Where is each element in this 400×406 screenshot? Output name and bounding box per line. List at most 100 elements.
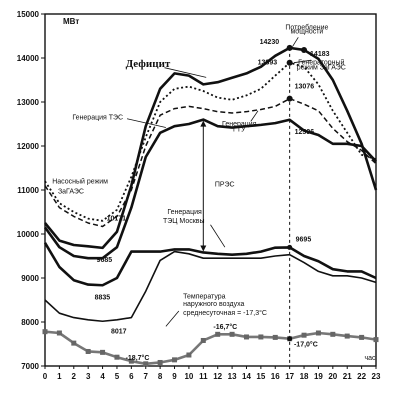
callout-line bbox=[293, 59, 312, 64]
x-tick-label: 6 bbox=[129, 372, 134, 381]
y-tick-label: 15000 bbox=[17, 10, 40, 19]
temperature-point bbox=[315, 330, 321, 336]
data-label: 9695 bbox=[296, 236, 312, 243]
series-line-consumption bbox=[43, 46, 378, 250]
temperature-point bbox=[71, 340, 77, 346]
temperature-point bbox=[114, 354, 120, 360]
data-label: 8017 bbox=[111, 328, 127, 335]
x-tick-label: 1 bbox=[57, 372, 62, 381]
y-tick-label: 13000 bbox=[17, 98, 40, 107]
temperature-point bbox=[100, 349, 106, 355]
x-tick-label: 16 bbox=[271, 372, 280, 381]
temperature-point bbox=[330, 331, 336, 337]
data-label: 13893 bbox=[258, 60, 278, 67]
data-label: 13076 bbox=[295, 84, 315, 91]
x-tick-label: 9 bbox=[172, 372, 177, 381]
temperature-point bbox=[373, 337, 379, 343]
pres-arrow-head-bottom bbox=[200, 245, 207, 252]
annotation-temp-17: -17,0°С bbox=[294, 341, 318, 349]
annotation-consumption: Потребление bbox=[285, 23, 328, 31]
temperature-point bbox=[56, 330, 62, 336]
x-tick-label: 14 bbox=[242, 372, 251, 381]
data-label: 9685 bbox=[97, 257, 113, 264]
annotation-zagaes-mode: Генераторный bbox=[298, 59, 344, 67]
x-tick-label: 18 bbox=[300, 372, 309, 381]
annotation-gtu: ГТУ bbox=[233, 126, 246, 133]
data-label: 8835 bbox=[95, 294, 111, 301]
x-tick-label: 5 bbox=[115, 372, 120, 381]
annotation-chp: ТЭЦ Москвы bbox=[163, 218, 205, 225]
pres-arrow-head-top bbox=[200, 120, 207, 127]
y-tick-label: 12000 bbox=[17, 142, 40, 151]
y-tick-label: 14000 bbox=[17, 54, 40, 63]
x-tick-label: 22 bbox=[357, 372, 366, 381]
x-tick-label: 21 bbox=[343, 372, 352, 381]
annotation-temp-min: -18,7°С bbox=[126, 354, 150, 362]
x-tick-label: 7 bbox=[144, 372, 149, 381]
data-label: 12596 bbox=[295, 129, 315, 136]
x-tick-label: 17 bbox=[285, 372, 294, 381]
point-marker bbox=[286, 95, 293, 102]
annotation-temp-max: -16,7°С bbox=[213, 323, 237, 331]
y-tick-label: 9000 bbox=[21, 274, 39, 283]
x-tick-label: 3 bbox=[86, 372, 91, 381]
callout-line bbox=[126, 118, 166, 128]
y-tick-label: 10000 bbox=[17, 230, 40, 239]
series-line-air_temperature bbox=[44, 330, 377, 366]
annotation-temperature: среднесуточная = -17,3°С bbox=[183, 309, 267, 317]
x-tick-label: 13 bbox=[228, 372, 237, 381]
x-tick-label: 10 bbox=[184, 372, 193, 381]
callout-line bbox=[250, 110, 259, 122]
temperature-point bbox=[359, 334, 365, 340]
x-tick-label: 23 bbox=[372, 372, 381, 381]
annotation-temperature: Температура bbox=[183, 294, 226, 301]
annotations: 14230 14183 13893 13076 12596 10171 9685 9695 88… bbox=[52, 23, 346, 361]
series-lines bbox=[42, 44, 379, 367]
temperature-point bbox=[85, 348, 91, 354]
data-label: 14230 bbox=[260, 39, 280, 46]
temperature-point bbox=[344, 333, 350, 339]
annotation-gtu: Генерация bbox=[222, 121, 257, 128]
x-tick-label: 2 bbox=[72, 372, 77, 381]
temperature-point bbox=[128, 358, 134, 364]
y-tick-label: 7000 bbox=[21, 362, 39, 371]
y-unit-label: МВт bbox=[63, 17, 79, 26]
x-tick-label: 0 bbox=[43, 372, 48, 381]
temperature-point bbox=[301, 332, 307, 338]
point-marker bbox=[286, 59, 293, 66]
data-label: 14183 bbox=[310, 51, 330, 58]
temperature-point bbox=[200, 337, 206, 343]
callout-line bbox=[164, 67, 207, 78]
temperature-point bbox=[243, 334, 249, 340]
point-marker bbox=[301, 46, 308, 53]
temperature-point bbox=[172, 357, 178, 363]
temperature-point bbox=[42, 329, 48, 335]
annotation-deficit: Дефицит bbox=[126, 58, 171, 70]
data-label: 10171 bbox=[107, 215, 127, 222]
annotation-pumping: Насосный режим bbox=[52, 177, 108, 185]
callout-line bbox=[292, 37, 299, 47]
axes: 7000800090001000011000120001300014000150… bbox=[17, 10, 381, 381]
temperature-point bbox=[272, 334, 278, 340]
x-tick-label: 20 bbox=[328, 372, 337, 381]
x-tick-label: 12 bbox=[213, 372, 222, 381]
x-unit-label: час bbox=[364, 355, 376, 362]
x-tick-label: 11 bbox=[199, 372, 208, 381]
temperature-point bbox=[143, 361, 149, 367]
guide-lines bbox=[200, 47, 291, 366]
temperature-point bbox=[157, 359, 163, 365]
x-tick-label: 8 bbox=[158, 372, 163, 381]
temperature-point bbox=[215, 331, 221, 337]
annotation-pumping: ЗаГАЭС bbox=[58, 189, 84, 196]
annotation-consumption: мощности bbox=[290, 28, 323, 35]
point-marker bbox=[287, 336, 293, 342]
series-line-gtu_generation bbox=[44, 97, 377, 228]
temperature-point bbox=[258, 334, 264, 340]
x-tick-label: 19 bbox=[314, 372, 323, 381]
x-tick-label: 4 bbox=[100, 372, 105, 381]
point-marker bbox=[287, 244, 293, 250]
series-line-zagaes_mode bbox=[44, 61, 377, 222]
series-line-chp_moscow bbox=[43, 242, 377, 287]
annotation-pres: ПРЭС bbox=[215, 181, 235, 188]
annotation-temperature: наружного воздуха bbox=[183, 301, 244, 308]
